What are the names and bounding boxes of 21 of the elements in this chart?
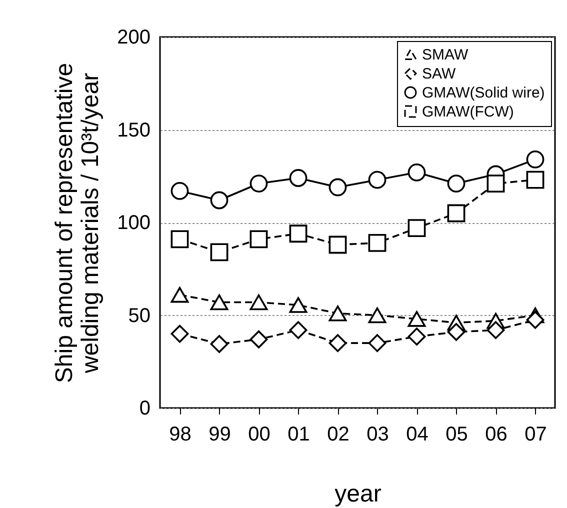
- legend-label: SMAW: [422, 46, 469, 64]
- x-tick-label: 98: [169, 424, 192, 446]
- x-tick-label: 07: [524, 424, 547, 446]
- y-axis-title: Ship amount of representative welding materials / 10³t/year: [51, 62, 104, 384]
- x-tick-label: 05: [446, 424, 468, 446]
- x-axis-title: year: [334, 480, 382, 508]
- y-tick-label: 50: [128, 304, 150, 327]
- legend-label: SAW: [422, 66, 456, 82]
- legend-label: GMAW(FCW): [422, 104, 514, 120]
- x-tick-label: 02: [327, 424, 350, 446]
- y-tick-label: 200: [117, 26, 150, 48]
- y-tick-label: 100: [117, 212, 150, 234]
- y-tick-label: 0: [139, 398, 150, 420]
- x-tick-label: 01: [288, 424, 310, 446]
- x-tick-label: 06: [485, 424, 508, 446]
- x-tick-label: 03: [366, 424, 389, 446]
- y-tick-label: 150: [117, 119, 150, 142]
- x-tick-label: 04: [406, 424, 428, 446]
- legend-label: GMAW(Solid wire): [422, 84, 545, 102]
- x-tick-label: 00: [248, 424, 270, 446]
- x-tick-label: 99: [208, 424, 231, 446]
